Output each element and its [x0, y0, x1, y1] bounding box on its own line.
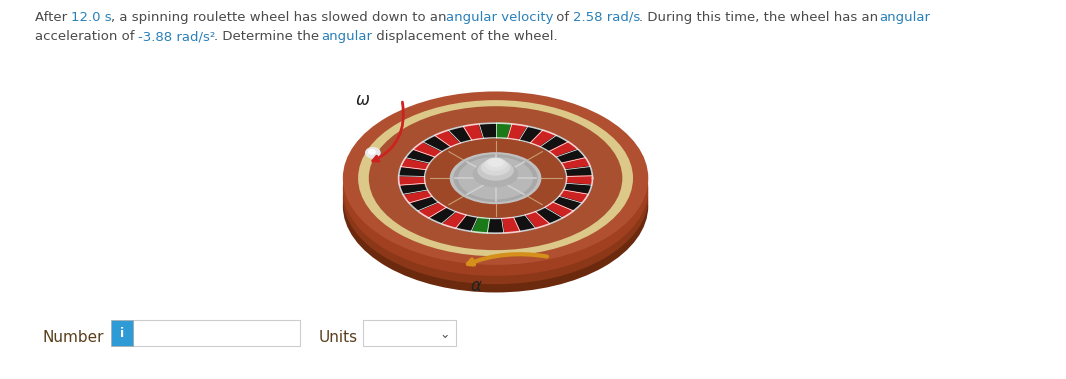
Polygon shape: [399, 166, 426, 177]
Polygon shape: [535, 207, 563, 224]
Polygon shape: [514, 215, 535, 232]
Text: . Determine the: . Determine the: [214, 30, 323, 43]
Text: ⌄: ⌄: [439, 328, 450, 341]
Polygon shape: [540, 135, 568, 152]
Ellipse shape: [343, 111, 648, 284]
Polygon shape: [441, 211, 466, 228]
Ellipse shape: [343, 119, 648, 293]
Ellipse shape: [368, 149, 376, 155]
Text: After: After: [35, 11, 71, 23]
FancyBboxPatch shape: [133, 320, 301, 346]
FancyBboxPatch shape: [111, 320, 133, 346]
Text: , a spinning roulette wheel has slowed down to an: , a spinning roulette wheel has slowed d…: [111, 11, 451, 23]
Text: -3.88 rad/s²: -3.88 rad/s²: [138, 30, 215, 43]
Ellipse shape: [487, 158, 504, 167]
Polygon shape: [564, 183, 592, 194]
Polygon shape: [479, 123, 496, 138]
Ellipse shape: [365, 147, 381, 159]
Polygon shape: [401, 158, 430, 170]
Text: 12.0 s: 12.0 s: [71, 11, 112, 23]
Ellipse shape: [369, 106, 623, 250]
Polygon shape: [496, 123, 512, 138]
FancyBboxPatch shape: [362, 320, 456, 346]
Polygon shape: [487, 218, 504, 233]
Text: i: i: [120, 327, 124, 340]
Polygon shape: [409, 196, 438, 211]
Polygon shape: [545, 202, 574, 218]
Polygon shape: [449, 126, 472, 143]
Text: . During this time, the wheel has an: . During this time, the wheel has an: [640, 11, 883, 23]
Polygon shape: [559, 190, 588, 203]
Polygon shape: [565, 166, 593, 177]
Polygon shape: [418, 202, 447, 218]
Text: angular: angular: [879, 11, 931, 23]
Ellipse shape: [458, 157, 533, 199]
Polygon shape: [413, 142, 442, 157]
Text: of: of: [552, 11, 574, 23]
Polygon shape: [549, 142, 578, 157]
Text: ω: ω: [356, 91, 370, 110]
Polygon shape: [562, 158, 591, 170]
Polygon shape: [464, 124, 484, 140]
Polygon shape: [399, 176, 425, 185]
Polygon shape: [552, 196, 582, 211]
Ellipse shape: [358, 100, 633, 256]
Text: Number: Number: [43, 330, 103, 345]
Polygon shape: [524, 211, 550, 228]
Polygon shape: [405, 149, 435, 163]
Ellipse shape: [478, 160, 514, 181]
Polygon shape: [530, 130, 556, 147]
Polygon shape: [455, 215, 478, 232]
Text: Units: Units: [318, 330, 357, 345]
Polygon shape: [429, 207, 456, 224]
Polygon shape: [502, 217, 520, 233]
Polygon shape: [507, 124, 528, 140]
Polygon shape: [435, 130, 461, 147]
Ellipse shape: [484, 158, 507, 171]
Text: displacement of the wheel.: displacement of the wheel.: [372, 30, 558, 43]
Ellipse shape: [343, 91, 648, 265]
Ellipse shape: [343, 102, 648, 276]
Polygon shape: [556, 149, 585, 163]
Text: 2.58 rad/s: 2.58 rad/s: [574, 11, 641, 23]
Text: acceleration of: acceleration of: [35, 30, 140, 43]
Polygon shape: [519, 126, 543, 143]
Polygon shape: [566, 176, 593, 185]
Polygon shape: [423, 135, 451, 152]
Text: angular velocity: angular velocity: [446, 11, 553, 23]
Ellipse shape: [481, 159, 511, 175]
Ellipse shape: [426, 139, 565, 218]
Ellipse shape: [450, 152, 542, 204]
Ellipse shape: [453, 154, 537, 202]
Text: angular: angular: [322, 30, 372, 43]
Ellipse shape: [472, 161, 518, 187]
Polygon shape: [471, 217, 489, 233]
Polygon shape: [400, 183, 427, 194]
Text: α: α: [470, 277, 482, 295]
Polygon shape: [403, 190, 432, 203]
